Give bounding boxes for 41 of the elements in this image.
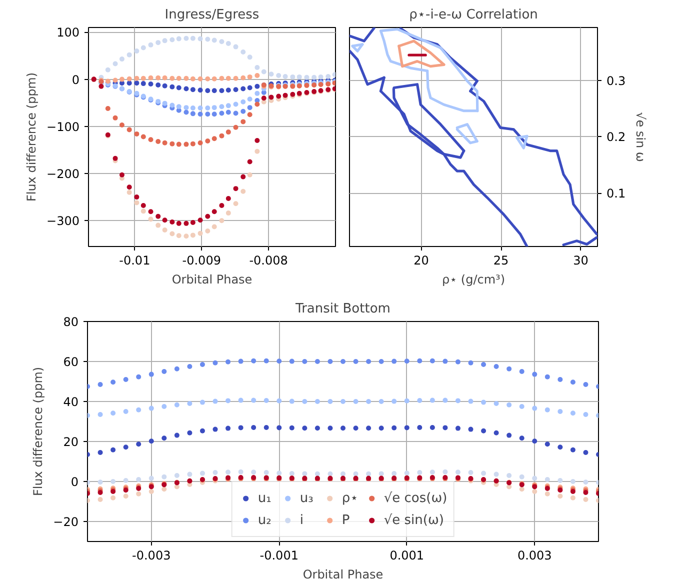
y2-tick-label: 0.1 <box>606 186 626 201</box>
y-axis-title: Flux difference (ppm) <box>31 366 46 496</box>
y2-tick-label: 0.2 <box>606 130 626 144</box>
y-tick-label: 100 <box>56 26 80 40</box>
legend-label: u₁ <box>258 490 272 506</box>
x-tick-label: -0.001 <box>260 548 298 562</box>
y2-axis-title: √e sin ω <box>634 112 648 162</box>
y-tick-label: 0 <box>70 475 79 489</box>
legend-label: √e cos(ω) <box>384 490 448 506</box>
y2-tick-label: 0.3 <box>606 74 626 88</box>
x-tick-label: 30 <box>573 254 588 268</box>
x-tick-label: 0.001 <box>390 548 424 562</box>
x-axis-title: ρ⋆ (g/cm³) <box>442 272 506 286</box>
y-tick-label: 60 <box>63 355 79 369</box>
legend-label: P <box>342 512 351 528</box>
x-tick-label: 0.003 <box>517 548 552 562</box>
x-axis-title: Orbital Phase <box>302 568 384 580</box>
x-tick-label: 20 <box>414 254 429 268</box>
y-tick-label: −300 <box>46 214 80 228</box>
y-tick-label: 0 <box>72 72 80 87</box>
legend-label: u₃ <box>300 490 314 506</box>
y-axis-title: Flux difference (ppm) <box>24 72 39 202</box>
x-tick-label: -0.009 <box>182 254 221 268</box>
y-tick-label: 80 <box>63 315 79 329</box>
legend-label: u₂ <box>258 512 272 528</box>
y-tick-label: 40 <box>63 395 79 409</box>
y-tick-label: −20 <box>53 515 79 529</box>
chart-title: Transit Bottom <box>294 302 390 316</box>
x-tick-label: -0.003 <box>132 548 171 562</box>
chart-title: ρ⋆-i-e-ω Correlation <box>409 8 538 22</box>
y-tick-label: −100 <box>46 120 80 134</box>
x-axis-title: Orbital Phase <box>172 272 252 286</box>
x-tick-label: -0.01 <box>119 254 150 268</box>
y-tick-label: −200 <box>46 167 80 181</box>
legend-label: ρ⋆ <box>342 490 360 506</box>
x-tick-label: 25 <box>493 254 509 268</box>
y-tick-label: 20 <box>63 435 79 449</box>
legend-label: √e sin(ω) <box>384 512 444 528</box>
legend-label: i <box>300 512 304 528</box>
x-tick-label: -0.008 <box>249 254 288 268</box>
chart-title: Ingress/Egress <box>164 8 260 22</box>
